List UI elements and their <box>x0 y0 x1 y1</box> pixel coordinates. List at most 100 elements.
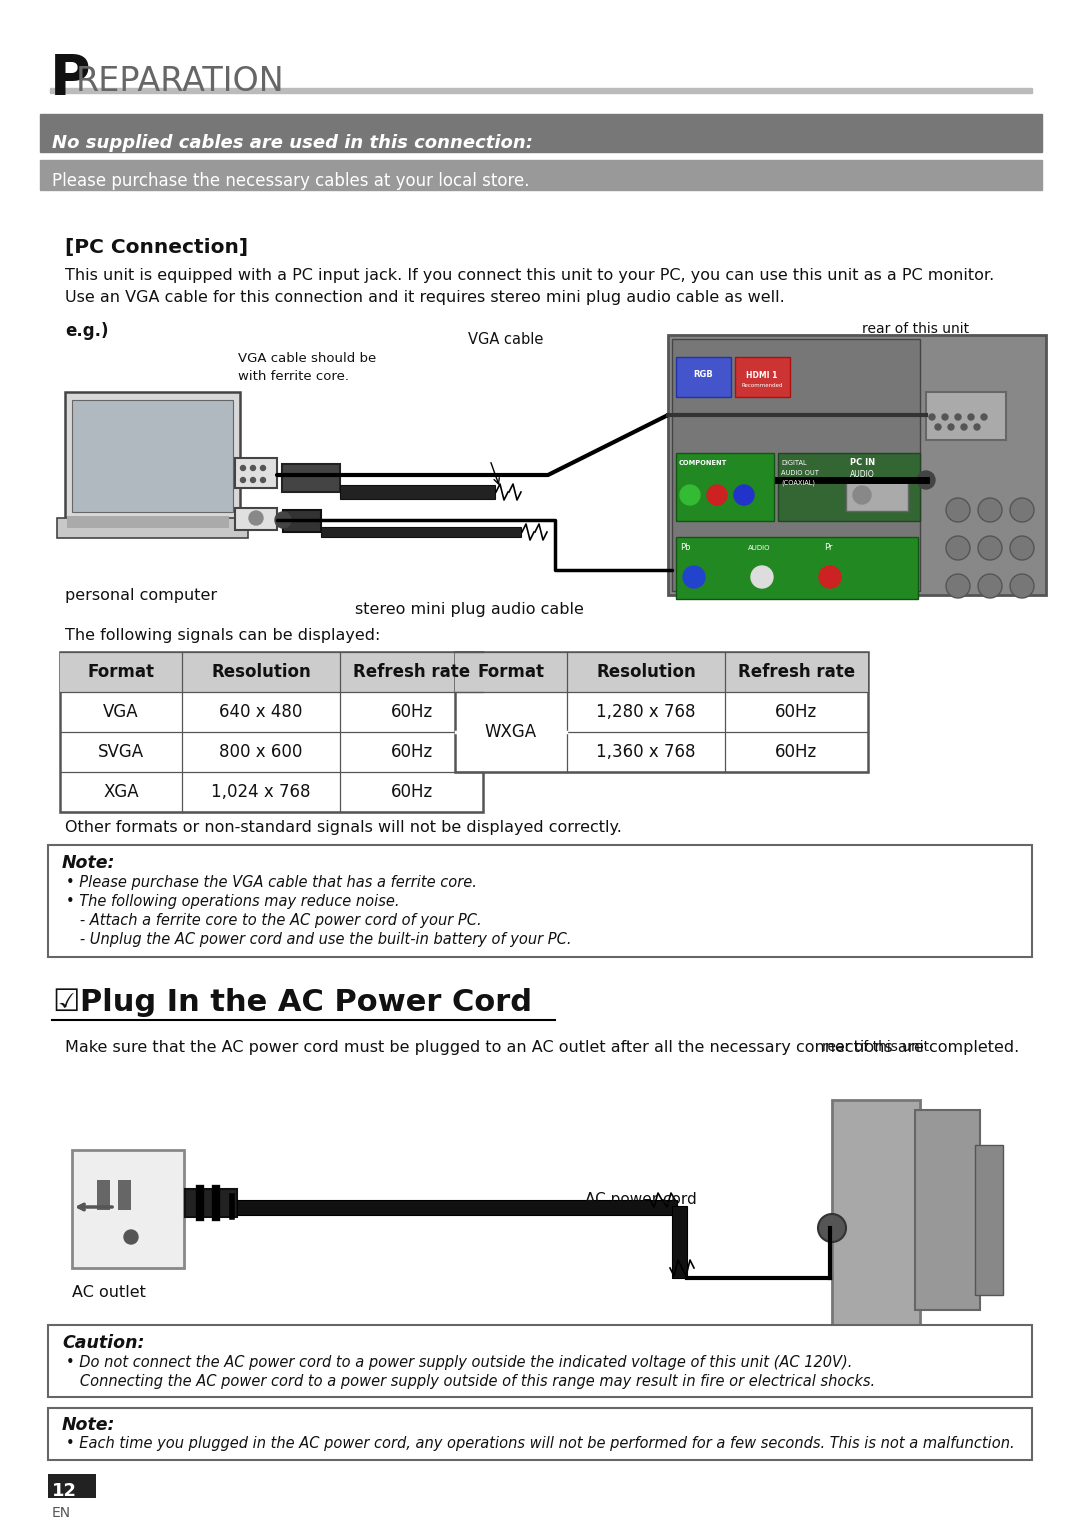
Circle shape <box>1010 536 1034 560</box>
Circle shape <box>241 465 245 470</box>
Bar <box>676 537 918 600</box>
Text: stereo mini plug audio cable: stereo mini plug audio cable <box>355 601 584 617</box>
Bar <box>65 392 240 520</box>
Circle shape <box>707 485 727 505</box>
Text: 60Hz: 60Hz <box>775 743 818 761</box>
Text: VGA cable should be
with ferrite core.: VGA cable should be with ferrite core. <box>238 353 376 383</box>
Bar <box>118 1180 131 1210</box>
Bar <box>48 1474 96 1499</box>
Text: personal computer: personal computer <box>65 588 217 603</box>
Text: • Do not connect the AC power cord to a power supply outside the indicated volta: • Do not connect the AC power cord to a … <box>66 1355 852 1370</box>
Text: Refresh rate: Refresh rate <box>738 662 855 681</box>
Circle shape <box>974 424 980 430</box>
Text: VGA cable: VGA cable <box>468 333 543 346</box>
Text: Please purchase the necessary cables at your local store.: Please purchase the necessary cables at … <box>52 172 529 191</box>
Text: AUDIO: AUDIO <box>850 470 875 479</box>
Circle shape <box>981 414 987 420</box>
Text: ☑: ☑ <box>52 987 79 1016</box>
Bar <box>778 453 920 520</box>
Circle shape <box>946 536 970 560</box>
Circle shape <box>734 485 754 505</box>
Text: Connecting the AC power cord to a power supply outside of this range may result : Connecting the AC power cord to a power … <box>66 1373 875 1389</box>
Circle shape <box>929 414 935 420</box>
Text: (COAXIAL): (COAXIAL) <box>781 481 815 487</box>
Text: Other formats or non-standard signals will not be displayed correctly.: Other formats or non-standard signals wi… <box>65 819 622 835</box>
Circle shape <box>853 485 870 504</box>
Text: P: P <box>50 52 91 105</box>
Text: Note:: Note: <box>62 855 116 871</box>
Text: 60Hz: 60Hz <box>390 783 433 801</box>
Bar <box>676 453 774 520</box>
Text: - Attach a ferrite core to the AC power cord of your PC.: - Attach a ferrite core to the AC power … <box>66 913 482 928</box>
Text: 640 x 480: 640 x 480 <box>219 703 302 720</box>
Circle shape <box>124 1230 138 1244</box>
Bar <box>237 1199 677 1215</box>
Text: 60Hz: 60Hz <box>390 703 433 720</box>
Text: e.g.): e.g.) <box>65 322 108 340</box>
Circle shape <box>260 465 266 470</box>
Bar <box>672 339 920 591</box>
Text: Plug In the AC Power Cord: Plug In the AC Power Cord <box>80 987 532 1016</box>
Circle shape <box>249 511 264 525</box>
Text: The following signals can be displayed:: The following signals can be displayed: <box>65 629 380 642</box>
Text: COMPONENT: COMPONENT <box>679 459 727 465</box>
Bar <box>832 1100 920 1340</box>
Circle shape <box>946 497 970 522</box>
Text: XGA: XGA <box>104 783 139 801</box>
Bar <box>185 1189 237 1218</box>
Text: Use an VGA cable for this connection and it requires stereo mini plug audio cabl: Use an VGA cable for this connection and… <box>65 290 785 305</box>
Text: rear of this unit: rear of this unit <box>862 322 969 336</box>
Circle shape <box>961 424 967 430</box>
Circle shape <box>251 465 256 470</box>
Circle shape <box>275 513 291 528</box>
Circle shape <box>968 414 974 420</box>
Text: Recommended: Recommended <box>741 383 783 388</box>
Bar <box>672 1206 687 1277</box>
Circle shape <box>751 566 773 588</box>
Bar <box>72 1151 184 1268</box>
Bar <box>40 160 1042 191</box>
Text: rear of this unit: rear of this unit <box>822 1041 929 1054</box>
Circle shape <box>818 1215 846 1242</box>
Circle shape <box>978 574 1002 598</box>
Bar <box>67 516 229 528</box>
Text: Refresh rate: Refresh rate <box>353 662 470 681</box>
Bar <box>669 336 1047 595</box>
Text: AC outlet: AC outlet <box>72 1285 146 1300</box>
Circle shape <box>680 485 700 505</box>
Bar <box>48 1325 1032 1396</box>
Text: AUDIO OUT: AUDIO OUT <box>781 470 819 476</box>
Text: AC power cord: AC power cord <box>585 1192 697 1207</box>
Circle shape <box>946 574 970 598</box>
Bar <box>283 510 321 533</box>
Circle shape <box>1010 497 1034 522</box>
Bar <box>60 652 483 691</box>
Circle shape <box>683 566 705 588</box>
Text: 60Hz: 60Hz <box>775 703 818 720</box>
Text: No supplied cables are used in this connection:: No supplied cables are used in this conn… <box>52 134 534 153</box>
Text: Resolution: Resolution <box>211 662 311 681</box>
Bar <box>321 526 521 537</box>
Circle shape <box>948 424 954 430</box>
Text: SVGA: SVGA <box>98 743 144 761</box>
Text: Pb: Pb <box>680 543 690 552</box>
Text: Pr: Pr <box>824 543 833 552</box>
Bar <box>735 357 789 397</box>
Text: 60Hz: 60Hz <box>390 743 433 761</box>
Text: 1,360 x 768: 1,360 x 768 <box>596 743 696 761</box>
Text: Note:: Note: <box>62 1416 116 1434</box>
Bar <box>926 392 1005 439</box>
Text: 1,280 x 768: 1,280 x 768 <box>596 703 696 720</box>
Bar <box>60 652 483 812</box>
Text: RGB: RGB <box>693 369 713 378</box>
Bar <box>282 464 340 491</box>
Text: Make sure that the AC power cord must be plugged to an AC outlet after all the n: Make sure that the AC power cord must be… <box>65 1041 1020 1054</box>
Circle shape <box>942 414 948 420</box>
Text: Resolution: Resolution <box>596 662 696 681</box>
Text: • Each time you plugged in the AC power cord, any operations will not be perform: • Each time you plugged in the AC power … <box>66 1436 1014 1451</box>
Bar <box>455 652 868 691</box>
Circle shape <box>1010 574 1034 598</box>
Text: 800 x 600: 800 x 600 <box>219 743 302 761</box>
Text: 12: 12 <box>52 1482 77 1500</box>
Text: DIGITAL: DIGITAL <box>781 459 807 465</box>
